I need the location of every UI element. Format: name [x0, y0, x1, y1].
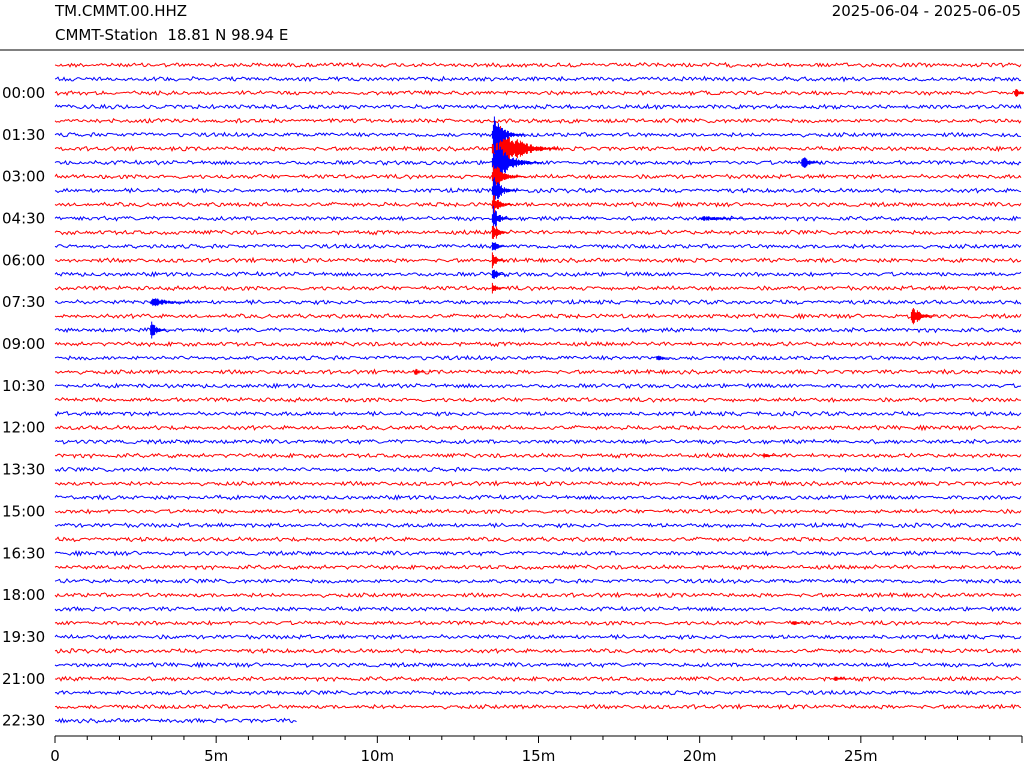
event-burst-14: [150, 298, 201, 307]
trace-row-22: [54, 368, 1022, 376]
trace-row-11: [54, 215, 1022, 222]
trace-row-25: [54, 410, 1022, 417]
event-burst-2: [491, 116, 526, 153]
trace-row-2: [54, 89, 1022, 97]
trace-row-16: [54, 284, 1022, 292]
trace-row-28: [54, 452, 1022, 459]
event-burst-17: [656, 355, 675, 361]
event-burst-12: [801, 157, 823, 168]
station-code: TM.CMMT.00.HHZ: [55, 2, 188, 20]
event-burst-18: [414, 368, 436, 375]
event-burst-13: [698, 216, 781, 221]
event-burst-22: [1014, 89, 1024, 97]
row-label-6: 09:00: [2, 335, 45, 353]
event-burst-3: [491, 165, 526, 188]
date-range: 2025-06-04 - 2025-06-05: [831, 2, 1021, 20]
x-axis: 0 5m 10m 15m 20m 25m: [50, 735, 1023, 765]
trace-row-1: [54, 75, 1022, 83]
row-label-0: 00:00: [2, 84, 45, 102]
row-label-10: 15:00: [2, 502, 45, 520]
row-label-12: 18:00: [2, 586, 45, 604]
trace-row-23: [54, 382, 1022, 390]
trace-row-5: [54, 131, 1022, 138]
event-burst-19: [762, 453, 784, 459]
trace-row-30: [54, 479, 1022, 487]
row-label-1: 01:30: [2, 126, 45, 144]
event-burst-7: [491, 225, 510, 239]
row-label-7: 10:30: [2, 377, 45, 395]
x-tick-label-2: 10m: [360, 747, 394, 765]
trace-row-24: [54, 396, 1022, 404]
trace-row-35: [54, 549, 1022, 557]
trace-group: [54, 61, 1022, 724]
x-tick-label-3: 15m: [522, 747, 556, 765]
trace-row-45: [54, 689, 1022, 696]
event-burst-1: [491, 144, 542, 182]
row-label-9: 13:30: [2, 461, 45, 479]
event-burst-21: [833, 676, 861, 681]
trace-row-7: [54, 159, 1022, 166]
trace-row-14: [54, 256, 1022, 264]
row-label-3: 04:30: [2, 209, 45, 227]
trace-row-41: [54, 633, 1022, 641]
trace-row-44: [54, 675, 1022, 683]
trace-row-27: [54, 438, 1022, 446]
trace-row-21: [54, 354, 1022, 361]
trace-row-26: [54, 424, 1022, 432]
row-label-14: 21:00: [2, 670, 45, 688]
trace-row-38: [54, 591, 1022, 599]
trace-row-13: [54, 243, 1022, 250]
trace-row-10: [54, 201, 1022, 209]
trace-row-47: [55, 717, 297, 724]
row-time-labels: 00:00 01:30 03:00 04:30 06:00 07:30 09:00 10:30…: [2, 84, 45, 730]
trace-row-31: [54, 494, 1022, 501]
trace-row-34: [54, 536, 1022, 543]
event-burst-16: [150, 321, 172, 339]
event-burst-5: [491, 195, 513, 214]
trace-row-17: [54, 298, 1022, 306]
trace-row-8: [54, 173, 1022, 180]
x-tick-label-4: 20m: [683, 747, 717, 765]
trace-row-18: [54, 312, 1022, 320]
event-burst-9: [491, 252, 506, 269]
trace-row-36: [54, 563, 1022, 571]
trace-row-37: [54, 577, 1022, 585]
station-info: CMMT-Station 18.81 N 98.94 E: [55, 26, 289, 44]
trace-row-3: [54, 103, 1022, 111]
x-tick-label-1: 5m: [204, 747, 228, 765]
trace-row-9: [54, 187, 1022, 194]
trace-row-20: [54, 340, 1022, 348]
trace-row-39: [54, 605, 1022, 613]
trace-row-4: [54, 117, 1022, 124]
event-burst-8: [491, 242, 506, 251]
event-group: [150, 89, 1024, 681]
x-tick-label-0: 0: [50, 747, 60, 765]
event-burst-4: [491, 177, 519, 204]
event-burst-6: [491, 205, 513, 232]
trace-row-43: [54, 661, 1022, 669]
event-burst-20: [791, 621, 813, 625]
row-label-13: 19:30: [2, 628, 45, 646]
event-burst-15: [910, 308, 938, 325]
row-label-15: 22:30: [2, 712, 45, 730]
row-label-11: 16:30: [2, 544, 45, 562]
trace-row-19: [54, 327, 1022, 334]
row-label-2: 03:00: [2, 168, 45, 186]
trace-row-29: [54, 466, 1022, 473]
row-label-5: 07:30: [2, 293, 45, 311]
row-label-4: 06:00: [2, 251, 45, 269]
trace-row-12: [54, 229, 1022, 236]
trace-row-32: [54, 508, 1022, 515]
trace-row-33: [54, 521, 1022, 529]
event-burst-11: [491, 282, 506, 294]
trace-row-15: [54, 270, 1022, 278]
trace-row-42: [54, 647, 1022, 655]
x-tick-label-5: 25m: [844, 747, 878, 765]
row-label-8: 12:00: [2, 419, 45, 437]
trace-row-40: [54, 619, 1022, 627]
trace-row-46: [54, 703, 1022, 710]
trace-row-0: [54, 61, 1022, 68]
event-burst-10: [491, 269, 506, 279]
